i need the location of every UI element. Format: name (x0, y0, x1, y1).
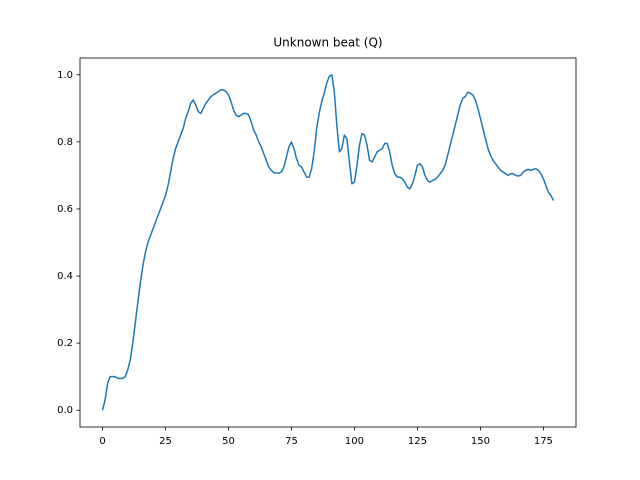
x-tick-label: 150 (471, 436, 490, 447)
x-tick-label: 50 (222, 436, 235, 447)
y-tick-label: 0.2 (57, 338, 73, 349)
y-tick-label: 0.0 (57, 405, 73, 416)
chart-title: Unknown beat (Q) (273, 36, 382, 50)
x-tick-label: 0 (99, 436, 105, 447)
y-tick-label: 0.4 (57, 271, 73, 282)
y-tick-label: 0.8 (57, 137, 73, 148)
data-line (101, 74, 555, 411)
axes-frame (79, 57, 577, 428)
x-tick-label: 100 (345, 436, 364, 447)
y-tick-label: 1.0 (57, 70, 73, 81)
x-tick-label: 25 (159, 436, 172, 447)
x-tick-label: 125 (408, 436, 427, 447)
x-tick-label: 75 (285, 436, 298, 447)
y-tick-label: 0.6 (57, 204, 73, 215)
x-tick-label: 175 (534, 436, 553, 447)
